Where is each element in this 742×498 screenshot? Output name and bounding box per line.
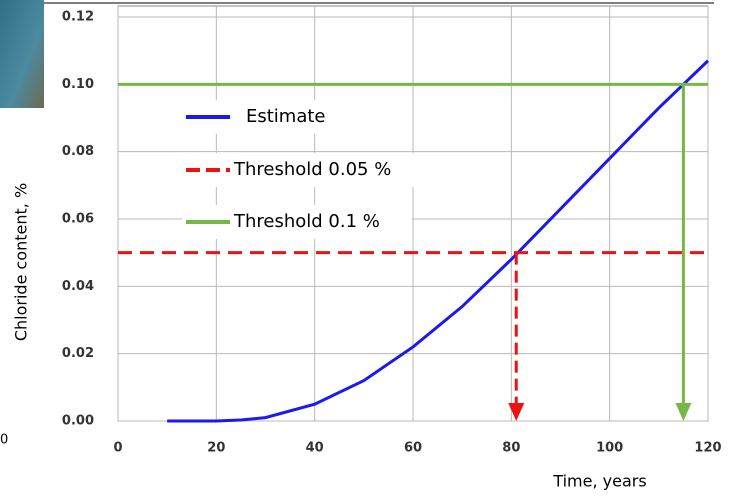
legend-label: Threshold 0.05 %: [233, 159, 391, 180]
x-tick-label: 80: [502, 441, 520, 456]
y-tick-label: 0.12: [62, 10, 94, 25]
y-axis-label: Chloride content, %: [12, 183, 31, 341]
y-tick-label: 0.06: [62, 212, 94, 227]
y-tick-label: 0.10: [62, 77, 94, 92]
legend-label: Estimate: [246, 106, 326, 127]
y-tick-label: 0.00: [62, 414, 94, 429]
legend-label: Threshold 0.1 %: [233, 211, 380, 232]
x-tick-label: 0: [113, 441, 122, 456]
x-tick-label: 20: [207, 441, 225, 456]
x-tick-label: 40: [306, 441, 324, 456]
y-tick-label: 0.08: [62, 144, 94, 159]
y-tick-label: 0.02: [62, 346, 94, 361]
y-tick-label: 0.04: [62, 279, 94, 294]
fragment-text: 0: [0, 433, 8, 448]
x-axis-label: Time, years: [552, 472, 646, 491]
arrow-head: [675, 403, 692, 421]
x-tick-label: 120: [694, 441, 721, 456]
x-tick-label: 60: [404, 441, 422, 456]
photo-fragment: [0, 0, 44, 108]
series-line: [167, 59, 710, 423]
x-tick-label: 100: [596, 441, 623, 456]
arrow-head: [508, 403, 525, 421]
